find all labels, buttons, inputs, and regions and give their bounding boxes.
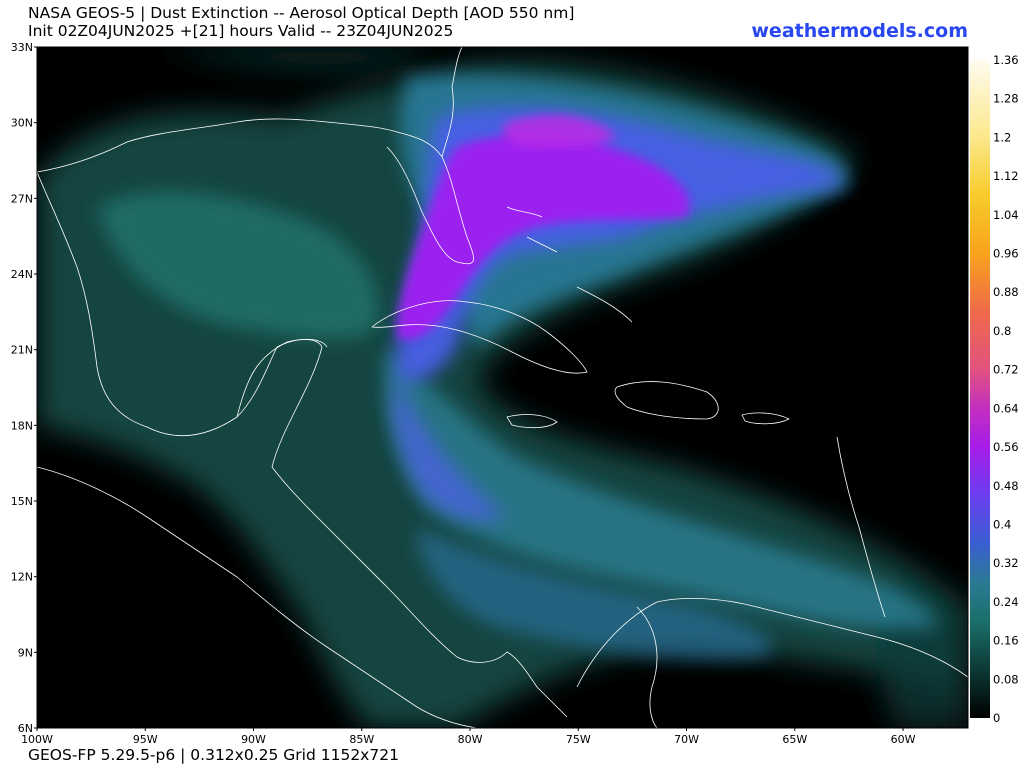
lon-tick-label: 100W <box>21 733 53 746</box>
lon-tick-label: 95W <box>133 733 158 746</box>
colorbar-tick-label: 0.8 <box>993 324 1011 338</box>
colorbar-tick-label: 1.2 <box>993 130 1011 144</box>
lat-tick-label: 27N <box>11 192 33 205</box>
colorbar-tick-label: 0.56 <box>993 440 1019 454</box>
colorbar-tick-label: 0.24 <box>993 595 1019 609</box>
colorbar-tick-label: 0 <box>993 711 1000 725</box>
map-title: NASA GEOS-5 | Dust Extinction -- Aerosol… <box>28 4 575 22</box>
lat-tick-label: 6N <box>18 722 33 735</box>
colorbar <box>970 60 990 718</box>
colorbar-tick-label: 0.64 <box>993 401 1019 415</box>
lon-tick-label: 65W <box>782 733 807 746</box>
colorbar-tick-label: 1.04 <box>993 208 1019 222</box>
lon-tick-label: 60W <box>891 733 916 746</box>
aod-map <box>37 47 968 728</box>
lon-tick-label: 80W <box>458 733 483 746</box>
lat-tick-label: 18N <box>11 419 33 432</box>
model-info-footer: GEOS-FP 5.29.5-p6 | 0.312x0.25 Grid 1152… <box>28 746 399 764</box>
colorbar-tick-label: 0.96 <box>993 247 1019 261</box>
lat-tick-label: 24N <box>11 268 33 281</box>
lon-tick-label: 70W <box>674 733 699 746</box>
lat-tick-label: 9N <box>18 646 33 659</box>
colorbar-tick-label: 0.32 <box>993 556 1019 570</box>
colorbar-tick-label: 0.4 <box>993 517 1011 531</box>
colorbar-tick-label: 0.16 <box>993 634 1019 648</box>
colorbar-tick-label: 0.72 <box>993 363 1019 377</box>
lat-tick-label: 15N <box>11 495 33 508</box>
lon-tick-label: 85W <box>349 733 374 746</box>
map-subtitle-valid-time: Init 02Z04JUN2025 +[21] hours Valid -- 2… <box>28 22 454 40</box>
lon-tick-label: 75W <box>566 733 591 746</box>
lat-tick-label: 12N <box>11 571 33 584</box>
colorbar-tick-label: 0.48 <box>993 479 1019 493</box>
colorbar-tick-label: 0.08 <box>993 672 1019 686</box>
colorbar-tick-label: 1.36 <box>993 53 1019 67</box>
lat-tick-label: 21N <box>11 344 33 357</box>
lat-tick-label: 33N <box>11 41 33 54</box>
brand-link[interactable]: weathermodels.com <box>751 20 968 42</box>
colorbar-tick-label: 0.88 <box>993 285 1019 299</box>
colorbar-tick-label: 1.12 <box>993 169 1019 183</box>
colorbar-tick-label: 1.28 <box>993 92 1019 106</box>
lat-tick-label: 30N <box>11 117 33 130</box>
lon-tick-label: 90W <box>241 733 266 746</box>
